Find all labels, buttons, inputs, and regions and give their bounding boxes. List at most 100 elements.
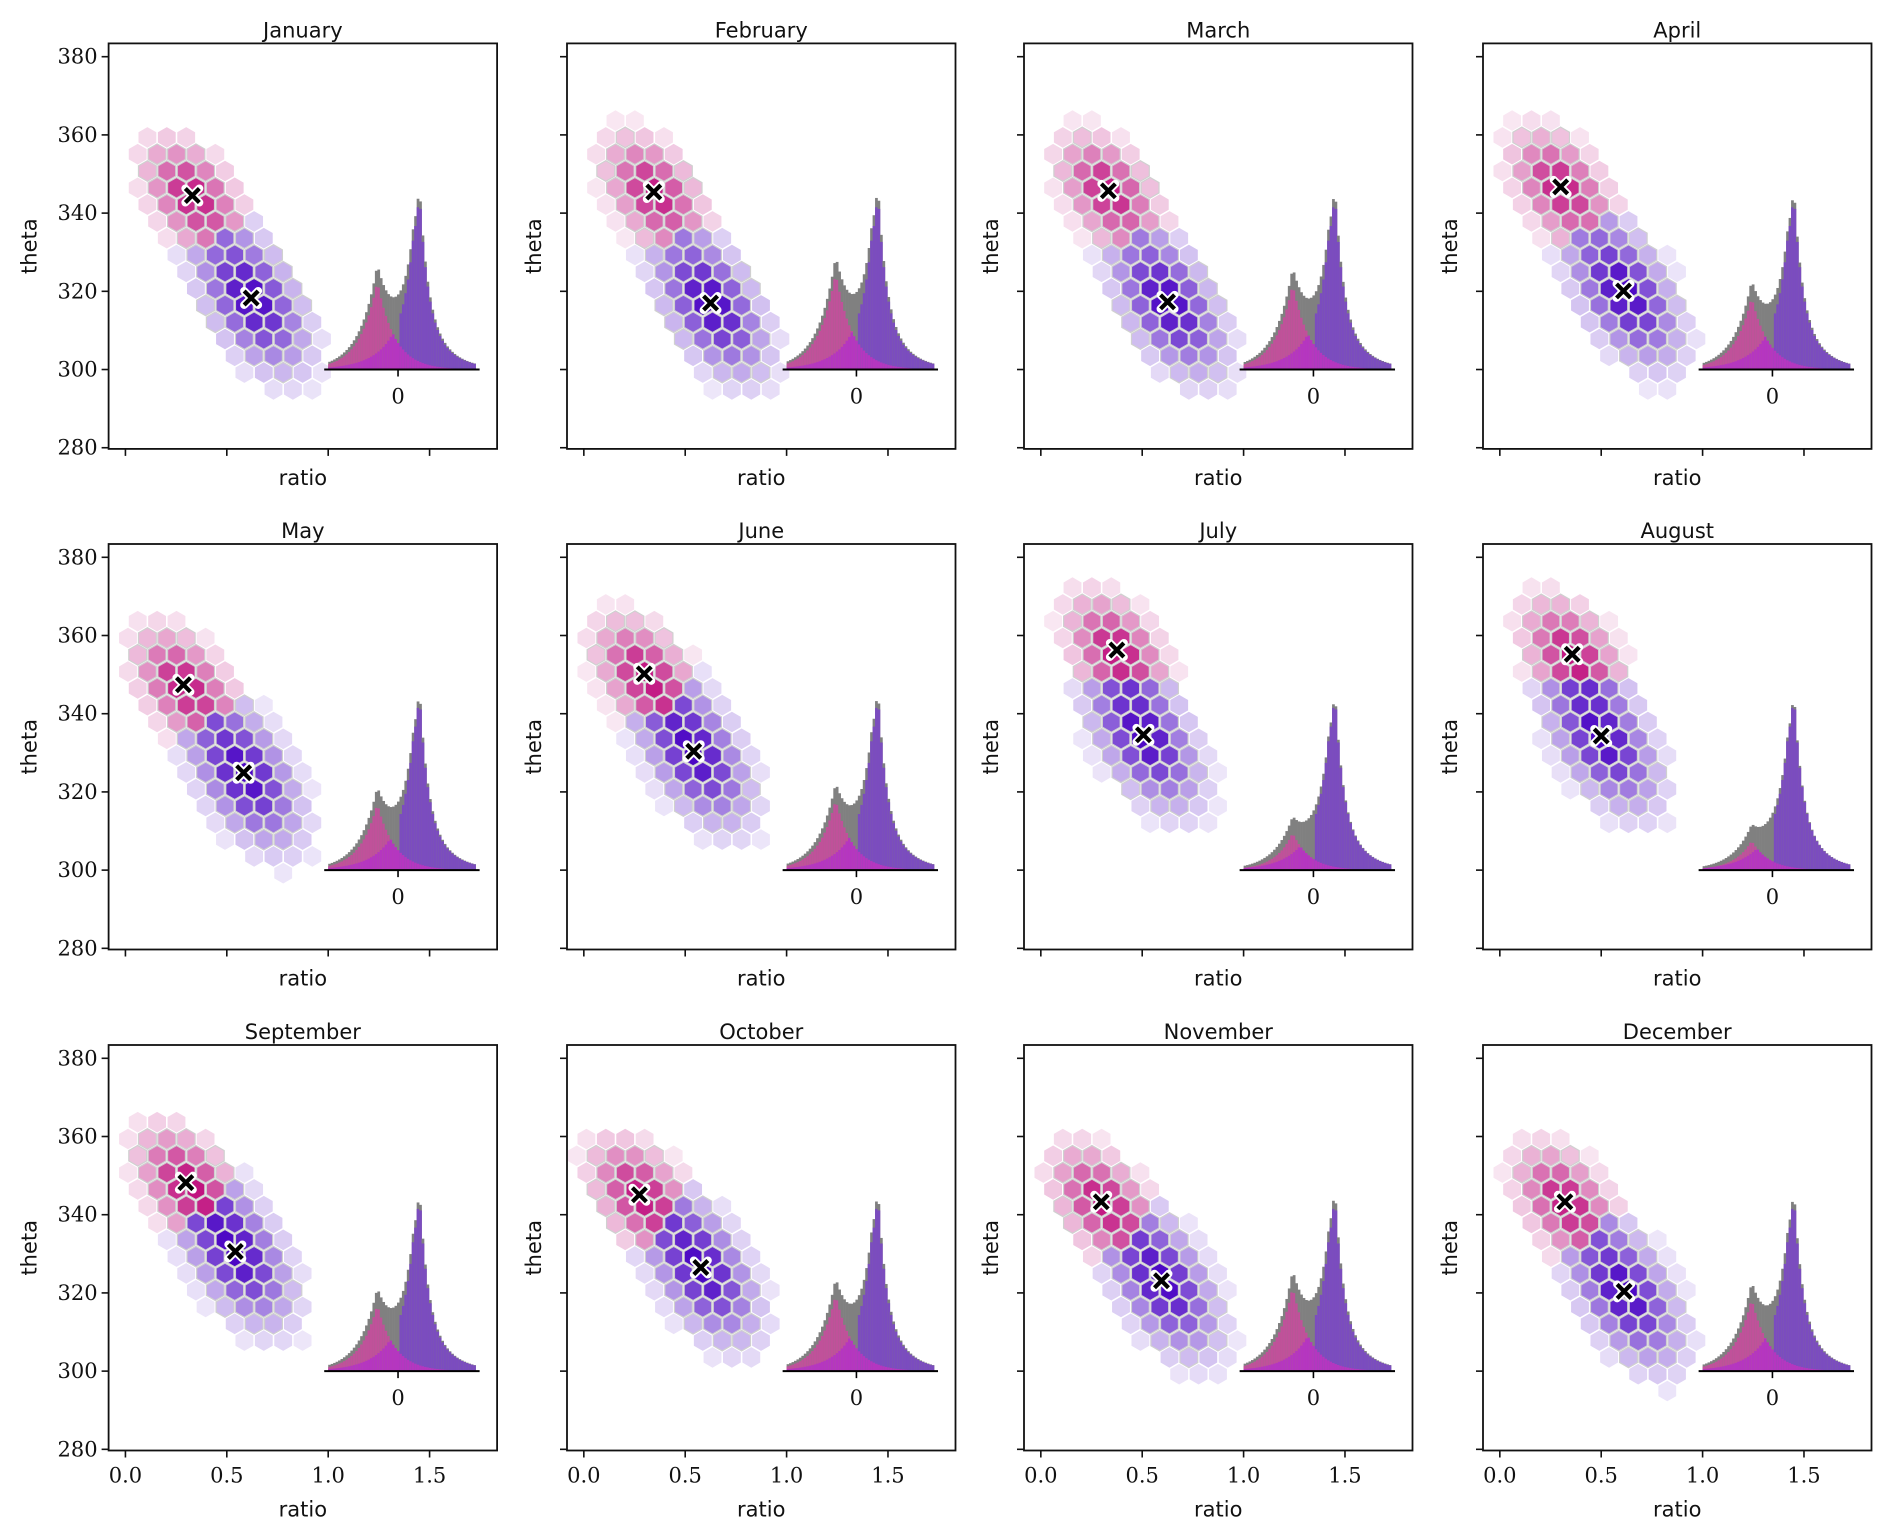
hist-bar-b xyxy=(1356,1342,1360,1372)
hist-bar-overlap xyxy=(1776,863,1780,871)
x-axis-label: ratio xyxy=(279,466,327,490)
hist-bar-overlap xyxy=(1788,866,1792,871)
hist-bar-a xyxy=(1292,290,1296,370)
hexbin-cell xyxy=(673,761,693,784)
subplot-title: March xyxy=(1186,18,1250,42)
hexbin-cell xyxy=(1618,711,1639,733)
hexbin-cell xyxy=(1619,1212,1638,1234)
x-axis-label: ratio xyxy=(1194,466,1242,490)
hist-bar-b xyxy=(1791,207,1794,370)
hist-bar-total xyxy=(394,296,398,370)
hist-bar-overlap xyxy=(1305,1338,1308,1372)
hist-bar-overlap xyxy=(789,867,792,871)
hexbin-cell xyxy=(635,127,654,148)
hist-bar-overlap xyxy=(1332,866,1335,871)
hist-bar-b xyxy=(919,359,923,370)
hist-bar-overlap xyxy=(857,1351,861,1372)
hist-bar-b xyxy=(1786,741,1789,871)
hexbin-cell xyxy=(1159,1212,1180,1234)
hist-bar-b xyxy=(921,861,925,871)
hist-bar-overlap xyxy=(352,864,356,871)
hexbin-cell xyxy=(273,1262,293,1285)
hexbin-cell xyxy=(196,761,216,784)
hexbin-cell xyxy=(1658,778,1677,800)
hist-bar-overlap xyxy=(1280,859,1284,871)
hist-bar-overlap xyxy=(1268,1365,1271,1372)
hist-bar-b xyxy=(451,1354,454,1372)
hist-bar-a xyxy=(830,291,834,370)
hist-bar-overlap xyxy=(1737,360,1740,370)
hist-bar-overlap xyxy=(1327,865,1330,871)
hist-bar-overlap xyxy=(397,850,400,871)
hist-bar-overlap xyxy=(1275,1362,1279,1372)
hist-bar-b xyxy=(1837,861,1841,871)
hist-bar-a xyxy=(840,301,844,370)
hist-bar-b xyxy=(428,1303,432,1372)
inset-tick-label: 0 xyxy=(1307,385,1320,409)
hist-bar-overlap xyxy=(1776,353,1780,370)
hexbin-cell xyxy=(205,1212,225,1234)
hist-bar-b xyxy=(455,857,459,871)
hexbin-cell xyxy=(128,1111,147,1133)
hist-bar-overlap xyxy=(1734,861,1738,871)
hexbin-cell xyxy=(1638,277,1658,300)
hexbin-cell xyxy=(722,778,742,801)
hist-bar-overlap xyxy=(1275,361,1279,370)
hist-bar-a xyxy=(352,346,356,370)
hist-bar-overlap xyxy=(1349,1368,1353,1372)
hist-bar-total xyxy=(1312,295,1316,370)
hexbin-cell xyxy=(1609,1228,1629,1251)
hexbin-cell xyxy=(234,1296,254,1318)
hexbin-cell xyxy=(741,277,761,300)
hist-bar-overlap xyxy=(1751,852,1755,871)
hist-bar-overlap xyxy=(879,362,883,370)
hist-bar-overlap xyxy=(1744,857,1748,871)
hist-bar-b xyxy=(1822,350,1826,370)
hist-bar-a xyxy=(1729,1349,1733,1372)
hist-bar-overlap xyxy=(379,1350,383,1372)
hist-bar-b xyxy=(1314,1315,1318,1372)
hexbin-cell xyxy=(577,627,596,649)
x-tick-label: 0.0 xyxy=(1024,1464,1057,1488)
hexbin-cell xyxy=(157,627,177,649)
hist-bar-b xyxy=(453,1356,457,1372)
hist-bar-a xyxy=(1724,1354,1728,1372)
hist-bar-b xyxy=(470,863,474,871)
hist-bar-overlap xyxy=(818,1362,822,1372)
hist-bar-total xyxy=(394,1305,398,1372)
hist-bar-a xyxy=(1295,300,1298,370)
hexbin-cell xyxy=(1218,345,1237,367)
hist-bar-a xyxy=(1275,335,1279,370)
hist-bar-b xyxy=(1319,293,1323,370)
hexbin-cell xyxy=(303,379,322,400)
mean-marker-a xyxy=(183,187,201,204)
hexbin-cell xyxy=(1169,1228,1189,1251)
hist-bar-b xyxy=(399,1315,403,1372)
hexbin-cell xyxy=(1072,126,1092,149)
hist-bar-overlap xyxy=(1776,1354,1780,1372)
hexbin-cell xyxy=(283,745,302,766)
hexbin-cell xyxy=(732,1262,752,1285)
hexbin-cell xyxy=(1580,176,1600,199)
hist-bar-overlap xyxy=(392,1344,395,1372)
hist-bar-overlap xyxy=(825,358,829,370)
hist-bar-b xyxy=(428,802,432,871)
hexbin-cell xyxy=(587,678,606,699)
hist-bar-total xyxy=(1768,817,1772,871)
hist-bar-a xyxy=(1248,362,1252,370)
hexbin-cell xyxy=(1121,778,1141,801)
hexbin-cell xyxy=(1062,1144,1083,1167)
hist-bar-overlap xyxy=(374,353,378,370)
hist-bar-overlap xyxy=(1741,1359,1745,1372)
hexbin-cell xyxy=(712,361,732,384)
hist-bar-a xyxy=(1278,330,1281,370)
hexbin-cell xyxy=(655,1296,673,1318)
hist-bar-a xyxy=(374,1308,378,1372)
hexbin-cell xyxy=(1082,610,1102,633)
x-axis-label: ratio xyxy=(279,1498,327,1522)
hexbin-cell xyxy=(1493,160,1512,182)
hist-bar-a xyxy=(1734,340,1738,370)
hexbin-cell xyxy=(205,677,225,700)
hist-bar-overlap xyxy=(1332,1362,1335,1372)
